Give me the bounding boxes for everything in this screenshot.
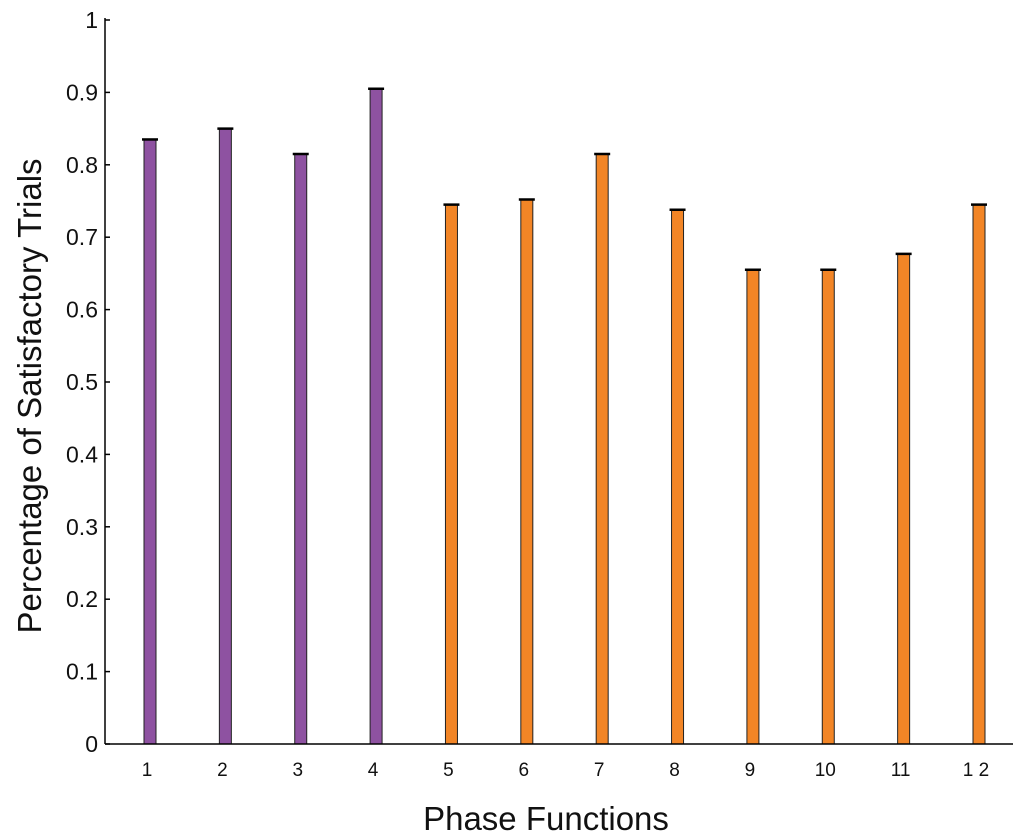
y-tick-label: 0.5 xyxy=(66,369,98,395)
x-tick-label: 9 xyxy=(745,760,756,781)
x-axis-title: Phase Functions xyxy=(423,800,669,835)
x-tick-label: 6 xyxy=(519,760,530,781)
bar-3 xyxy=(294,153,308,745)
bar-12 xyxy=(972,204,986,745)
y-tick-label: 0.7 xyxy=(66,224,98,250)
x-tick-label: 7 xyxy=(594,760,605,781)
y-axis-title: Percentage of Satisfactory Trials xyxy=(11,158,48,633)
y-tick-label: 0 xyxy=(85,731,98,757)
x-axis-ticks: 1 2 3 4 5 6 7 8 9 10 11 1 2 xyxy=(142,760,990,781)
x-tick-label: 2 xyxy=(217,760,228,781)
y-tick-label: 0.9 xyxy=(66,79,98,105)
x-tick-label: 8 xyxy=(669,760,680,781)
bars xyxy=(142,87,987,745)
bar-9 xyxy=(746,269,760,745)
y-axis-ticks: 0 0.1 0.2 0.3 0.4 0.5 0.6 0.7 0.8 0.9 1 xyxy=(66,7,110,757)
bar-11 xyxy=(897,253,911,745)
x-tick-label: 4 xyxy=(368,760,379,781)
x-tick-label: 11 xyxy=(891,760,911,781)
y-tick-label: 0.2 xyxy=(66,586,98,612)
x-tick-label: 5 xyxy=(443,760,454,781)
bar-4 xyxy=(369,88,383,745)
bar-5 xyxy=(444,204,458,745)
x-tick-label: 1 2 xyxy=(963,760,989,781)
bar-2 xyxy=(218,128,232,745)
bar-1 xyxy=(143,138,157,745)
x-tick-label: 1 xyxy=(142,760,153,781)
y-tick-label: 0.8 xyxy=(66,152,98,178)
x-tick-label: 3 xyxy=(292,760,303,781)
y-tick-label: 0.4 xyxy=(66,441,98,467)
bar-7 xyxy=(595,153,609,745)
y-tick-label: 1 xyxy=(85,7,98,33)
y-tick-label: 0.3 xyxy=(66,514,98,540)
y-tick-label: 0.6 xyxy=(66,297,98,323)
y-tick-label: 0.1 xyxy=(66,659,98,685)
bar-10 xyxy=(821,269,835,745)
x-tick-label: 10 xyxy=(815,760,836,781)
bar-8 xyxy=(671,209,685,745)
bar-6 xyxy=(520,199,534,745)
